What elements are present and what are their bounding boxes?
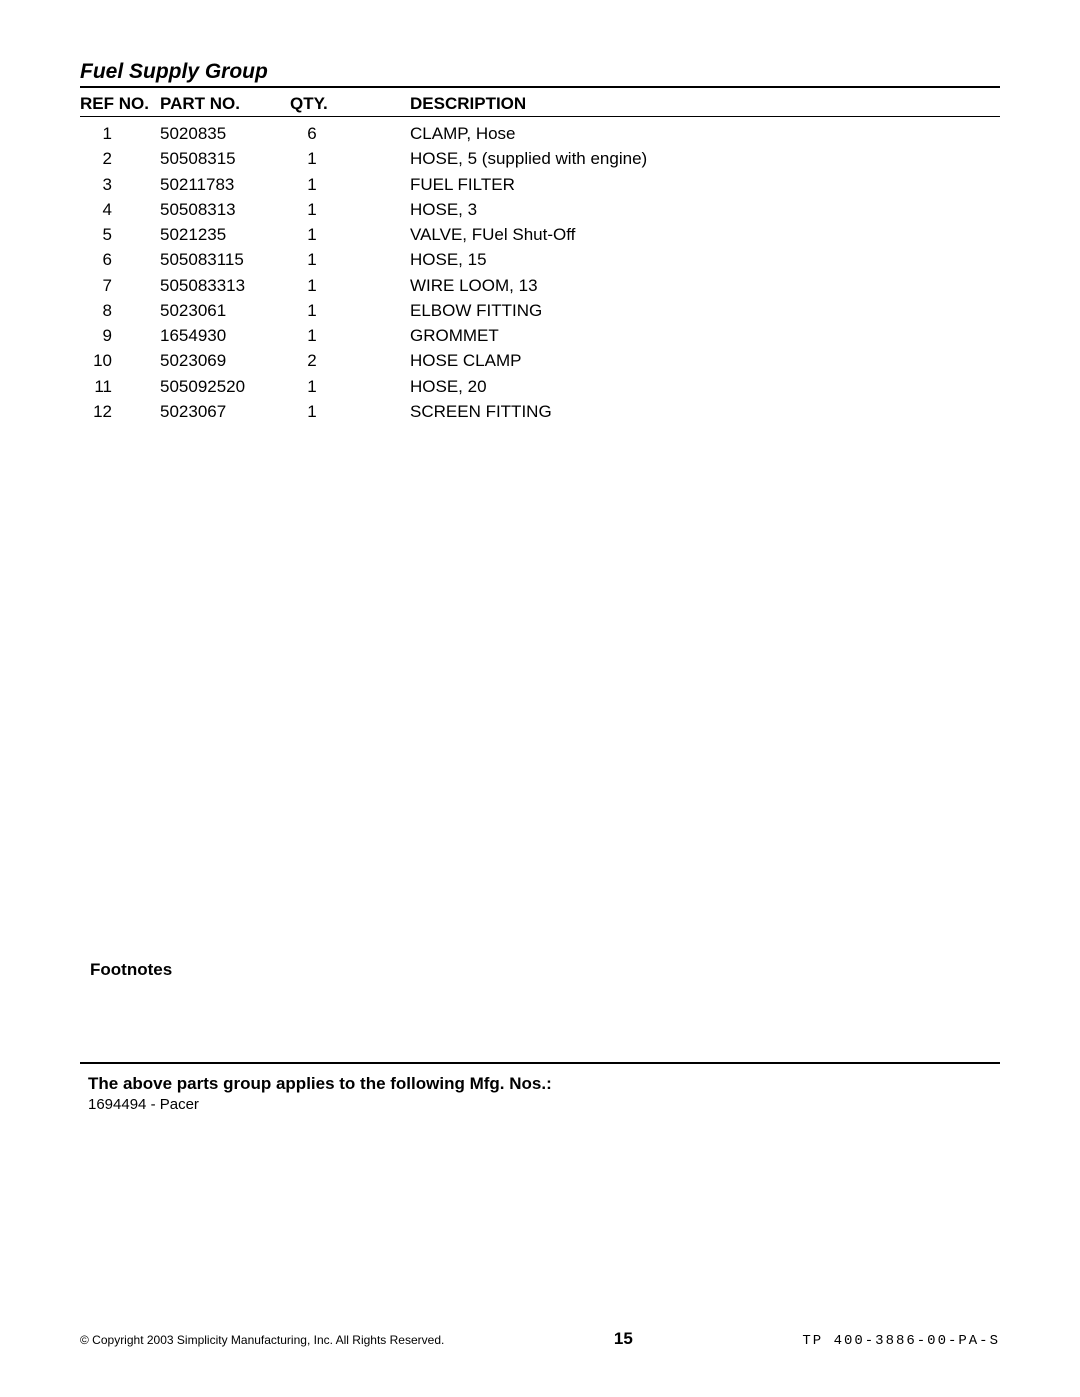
cell-qty: 1 xyxy=(290,298,370,323)
mfg-section: The above parts group applies to the fol… xyxy=(80,1062,1000,1113)
table-row: 150208356CLAMP, Hose xyxy=(80,117,1000,147)
cell-desc: ELBOW FITTING xyxy=(370,298,1000,323)
cell-desc: SCREEN FITTING xyxy=(370,399,1000,424)
cell-ref: 1 xyxy=(80,117,160,147)
cell-part: 5020835 xyxy=(160,117,290,147)
table-header-row: REF No. Part No. QTY. Description xyxy=(80,92,1000,117)
footer-doc-code: TP 400-3886-00-PA-S xyxy=(802,1333,1000,1349)
table-row: 4505083131HOSE, 3 xyxy=(80,197,1000,222)
mfg-item: 1694494 - Pacer xyxy=(88,1096,1000,1113)
col-header-part: Part No. xyxy=(160,92,290,117)
cell-qty: 2 xyxy=(290,348,370,373)
table-row: 75050833131WIRE LOOM, 13 xyxy=(80,273,1000,298)
cell-qty: 1 xyxy=(290,146,370,171)
table-row: 1250230671SCREEN FITTING xyxy=(80,399,1000,424)
page: Fuel Supply Group REF No. Part No. QTY. … xyxy=(0,0,1080,1397)
page-footer: © Copyright 2003 Simplicity Manufacturin… xyxy=(80,1329,1000,1349)
mfg-divider xyxy=(80,1062,1000,1064)
cell-qty: 1 xyxy=(290,399,370,424)
cell-desc: CLAMP, Hose xyxy=(370,117,1000,147)
cell-part: 5023069 xyxy=(160,348,290,373)
cell-qty: 1 xyxy=(290,323,370,348)
cell-part: 505092520 xyxy=(160,374,290,399)
cell-ref: 5 xyxy=(80,222,160,247)
cell-qty: 1 xyxy=(290,172,370,197)
cell-ref: 10 xyxy=(80,348,160,373)
cell-part: 5023067 xyxy=(160,399,290,424)
cell-ref: 12 xyxy=(80,399,160,424)
cell-ref: 2 xyxy=(80,146,160,171)
cell-desc: HOSE, 15 xyxy=(370,247,1000,272)
cell-desc: HOSE, 20 xyxy=(370,374,1000,399)
table-row: 1050230692HOSE CLAMP xyxy=(80,348,1000,373)
cell-ref: 9 xyxy=(80,323,160,348)
table-row: 3502117831FUEL FILTER xyxy=(80,172,1000,197)
cell-desc: HOSE, 3 xyxy=(370,197,1000,222)
cell-ref: 6 xyxy=(80,247,160,272)
cell-qty: 1 xyxy=(290,222,370,247)
cell-desc: HOSE, 5 (supplied with engine) xyxy=(370,146,1000,171)
table-row: 115050925201HOSE, 20 xyxy=(80,374,1000,399)
cell-part: 50211783 xyxy=(160,172,290,197)
cell-qty: 1 xyxy=(290,247,370,272)
cell-qty: 1 xyxy=(290,374,370,399)
footnotes-label: Footnotes xyxy=(90,960,172,980)
footer-page-number: 15 xyxy=(614,1329,633,1349)
col-header-ref: REF No. xyxy=(80,92,160,117)
cell-part: 50508315 xyxy=(160,146,290,171)
col-header-desc: Description xyxy=(370,92,1000,117)
cell-ref: 8 xyxy=(80,298,160,323)
mfg-heading: The above parts group applies to the fol… xyxy=(88,1074,1000,1094)
table-row: 916549301GROMMET xyxy=(80,323,1000,348)
table-row: 65050831151HOSE, 15 xyxy=(80,247,1000,272)
cell-ref: 7 xyxy=(80,273,160,298)
cell-part: 505083313 xyxy=(160,273,290,298)
mfg-items: 1694494 - Pacer xyxy=(80,1096,1000,1113)
cell-desc: WIRE LOOM, 13 xyxy=(370,273,1000,298)
cell-desc: FUEL FILTER xyxy=(370,172,1000,197)
table-row: 850230611ELBOW FITTING xyxy=(80,298,1000,323)
cell-part: 5021235 xyxy=(160,222,290,247)
cell-ref: 4 xyxy=(80,197,160,222)
section-title: Fuel Supply Group xyxy=(80,60,1000,88)
cell-desc: VALVE, FUel Shut-Off xyxy=(370,222,1000,247)
col-header-qty: QTY. xyxy=(290,92,370,117)
cell-part: 5023061 xyxy=(160,298,290,323)
cell-ref: 3 xyxy=(80,172,160,197)
parts-table-body: 150208356CLAMP, Hose2505083151HOSE, 5 (s… xyxy=(80,117,1000,425)
table-row: 550212351VALVE, FUel Shut-Off xyxy=(80,222,1000,247)
parts-table: REF No. Part No. QTY. Description 150208… xyxy=(80,92,1000,424)
cell-ref: 11 xyxy=(80,374,160,399)
cell-qty: 6 xyxy=(290,117,370,147)
table-row: 2505083151HOSE, 5 (supplied with engine) xyxy=(80,146,1000,171)
cell-part: 505083115 xyxy=(160,247,290,272)
cell-desc: GROMMET xyxy=(370,323,1000,348)
cell-part: 1654930 xyxy=(160,323,290,348)
footer-copyright: © Copyright 2003 Simplicity Manufacturin… xyxy=(80,1333,444,1347)
cell-part: 50508313 xyxy=(160,197,290,222)
cell-qty: 1 xyxy=(290,197,370,222)
cell-desc: HOSE CLAMP xyxy=(370,348,1000,373)
cell-qty: 1 xyxy=(290,273,370,298)
